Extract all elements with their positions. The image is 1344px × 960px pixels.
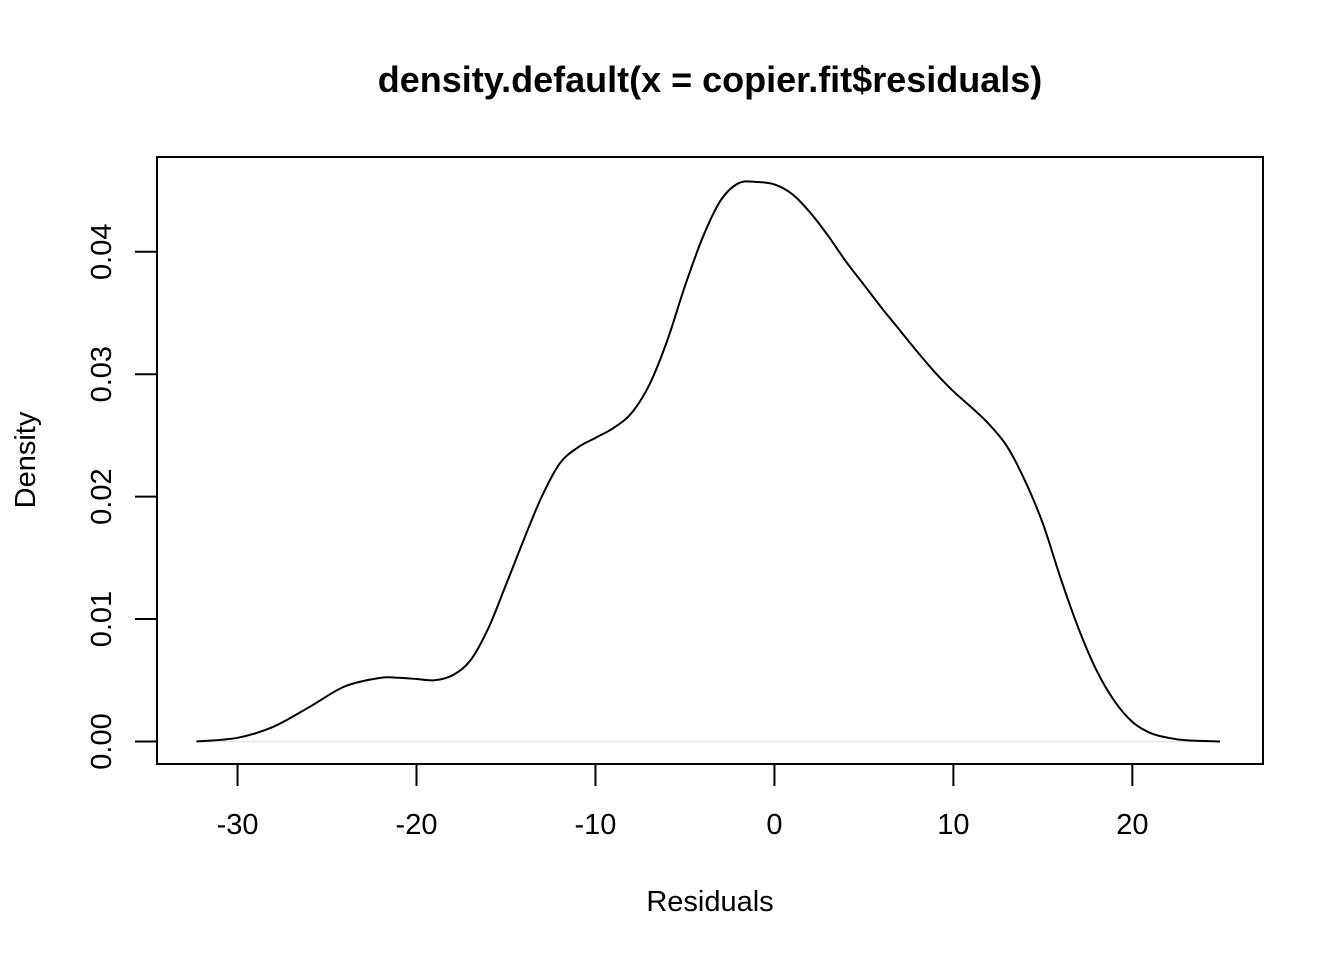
x-tick-label: 20	[1116, 809, 1148, 841]
y-tick-label: 0.02	[86, 468, 118, 524]
y-axis: 0.00 0.01 0.02 0.03 0.04	[86, 224, 158, 770]
y-tick-label: 0.00	[86, 713, 118, 769]
x-tick-label: 10	[937, 809, 969, 841]
x-tick-label: -20	[396, 809, 438, 841]
chart-title: density.default(x = copier.fit$residuals…	[378, 59, 1043, 100]
y-axis-label: Density	[10, 411, 42, 508]
y-tick-label: 0.01	[86, 591, 118, 647]
x-tick-label: -10	[575, 809, 617, 841]
x-axis-label: Residuals	[646, 886, 773, 918]
x-axis: -30 -20 -10 0 10 20	[217, 763, 1148, 841]
x-tick-label: -30	[217, 809, 259, 841]
density-curve	[196, 180, 1221, 743]
y-tick-label: 0.04	[86, 224, 118, 280]
x-tick-label: 0	[766, 809, 782, 841]
y-tick-label: 0.03	[86, 346, 118, 402]
